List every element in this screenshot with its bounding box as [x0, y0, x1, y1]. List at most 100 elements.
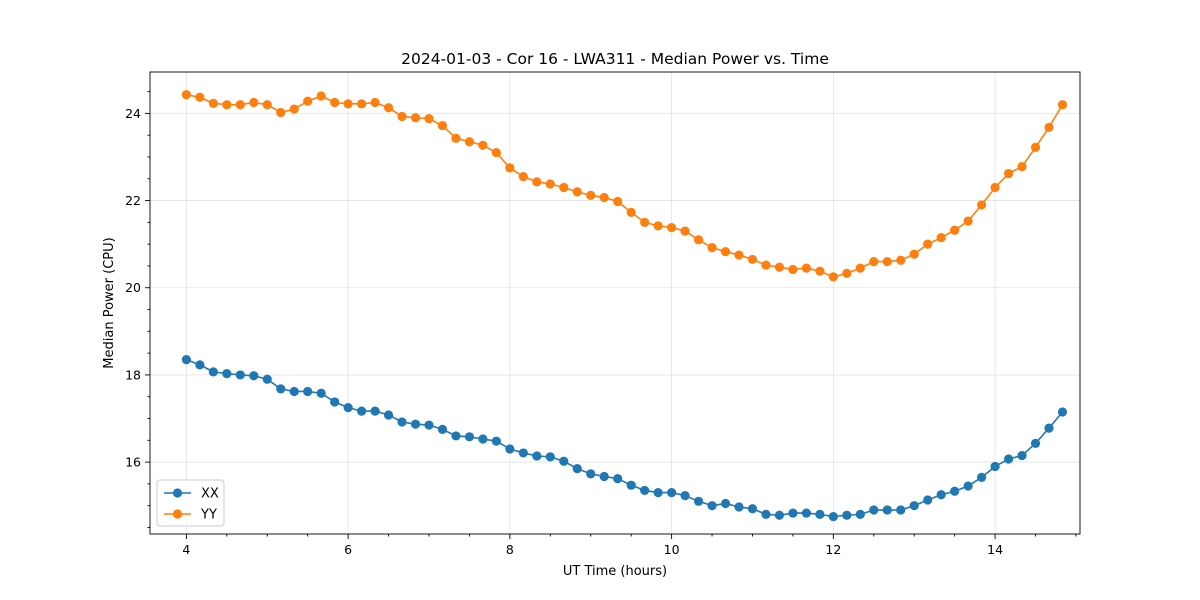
- data-point-xx: [882, 505, 892, 515]
- data-point-xx: [747, 504, 758, 514]
- data-point-yy: [626, 207, 636, 217]
- data-point-xx: [532, 451, 542, 461]
- data-point-yy: [586, 190, 596, 200]
- data-point-yy: [397, 111, 407, 122]
- data-point-xx: [343, 403, 353, 413]
- data-point-xx: [316, 388, 326, 398]
- y-tick-label: 20: [125, 280, 141, 295]
- data-point-yy: [640, 217, 650, 227]
- data-point-xx: [491, 436, 501, 446]
- data-point-yy: [1044, 122, 1054, 132]
- data-point-yy: [599, 192, 609, 203]
- data-point-yy: [235, 100, 245, 110]
- data-point-xx: [626, 480, 636, 490]
- data-point-xx: [761, 509, 771, 519]
- x-tick-label: 6: [344, 542, 352, 557]
- data-point-xx: [572, 464, 582, 474]
- series-line-xx: [186, 358, 1064, 518]
- data-point-xx: [586, 469, 596, 479]
- data-point-xx: [734, 502, 744, 512]
- data-point-xx: [357, 406, 367, 416]
- data-point-yy: [424, 114, 434, 124]
- data-point-yy: [316, 91, 326, 101]
- data-point-xx: [869, 505, 879, 515]
- y-tick-label: 22: [125, 193, 141, 208]
- data-point-yy: [977, 200, 987, 210]
- grid: [150, 72, 1080, 534]
- data-point-xx: [383, 410, 394, 420]
- data-point-xx: [330, 397, 340, 407]
- data-point-xx: [437, 424, 448, 434]
- data-point-yy: [828, 272, 838, 282]
- data-point-xx: [896, 505, 906, 515]
- legend: XX YY: [156, 479, 225, 527]
- legend-label-yy: YY: [200, 508, 217, 523]
- data-point-yy: [761, 260, 771, 270]
- data-point-yy: [950, 225, 960, 235]
- y-tick-label: 18: [125, 367, 141, 382]
- x-axis-label: UT Time (hours): [563, 564, 667, 579]
- data-point-yy: [720, 246, 731, 257]
- data-point-xx: [370, 406, 380, 416]
- data-point-yy: [909, 249, 919, 259]
- data-point-xx: [613, 474, 623, 484]
- data-point-xx: [828, 511, 838, 522]
- data-point-yy: [1057, 100, 1068, 110]
- data-point-xx: [842, 510, 852, 520]
- data-point-yy: [855, 263, 865, 273]
- data-point-yy: [451, 133, 461, 143]
- data-point-yy: [208, 98, 218, 108]
- data-point-yy: [289, 104, 299, 114]
- data-point-xx: [1057, 407, 1068, 417]
- data-point-yy: [747, 254, 758, 265]
- data-point-xx: [249, 371, 259, 381]
- data-point-yy: [370, 97, 380, 108]
- data-point-xx: [410, 419, 421, 429]
- legend-marker-xx: [172, 488, 183, 498]
- data-point-xx: [1044, 423, 1054, 433]
- data-point-yy: [936, 233, 946, 243]
- x-tick-label: 4: [182, 542, 190, 557]
- data-point-xx: [1003, 454, 1014, 464]
- data-point-xx: [424, 420, 434, 430]
- data-point-xx: [855, 509, 865, 519]
- data-point-yy: [357, 99, 367, 109]
- data-point-xx: [505, 444, 515, 454]
- data-point-xx: [720, 498, 731, 509]
- data-point-xx: [599, 471, 609, 482]
- y-tick-label: 24: [125, 106, 141, 121]
- data-point-xx: [262, 374, 272, 384]
- data-point-xx: [222, 369, 232, 379]
- x-tick-label: 10: [664, 542, 680, 557]
- data-point-xx: [667, 487, 677, 498]
- x-tick-label: 12: [825, 542, 841, 557]
- legend-marker-yy: [172, 509, 183, 519]
- data-point-yy: [222, 100, 232, 110]
- data-point-xx: [680, 491, 690, 501]
- data-point-yy: [181, 90, 191, 100]
- data-point-yy: [680, 226, 690, 236]
- data-point-xx: [788, 508, 798, 518]
- data-point-xx: [235, 370, 245, 380]
- data-point-yy: [330, 97, 340, 108]
- data-point-yy: [545, 179, 555, 189]
- data-point-yy: [262, 100, 272, 110]
- data-point-xx: [1017, 450, 1027, 461]
- data-point-yy: [693, 235, 704, 245]
- data-point-xx: [909, 501, 919, 511]
- legend-item-xx: XX: [164, 487, 219, 502]
- series-line-yy: [186, 93, 1064, 278]
- data-point-yy: [383, 103, 394, 113]
- data-point-yy: [801, 263, 811, 273]
- data-point-yy: [734, 250, 744, 260]
- data-point-xx: [707, 501, 717, 511]
- data-point-yy: [815, 266, 825, 276]
- legend-label-xx: XX: [201, 487, 219, 502]
- x-tick-label: 8: [506, 542, 514, 557]
- data-point-xx: [559, 456, 569, 466]
- plot-frame: [149, 71, 1081, 535]
- data-point-yy: [491, 148, 501, 158]
- data-point-xx: [451, 431, 461, 441]
- series-xx: [181, 355, 1068, 522]
- data-point-xx: [195, 360, 205, 370]
